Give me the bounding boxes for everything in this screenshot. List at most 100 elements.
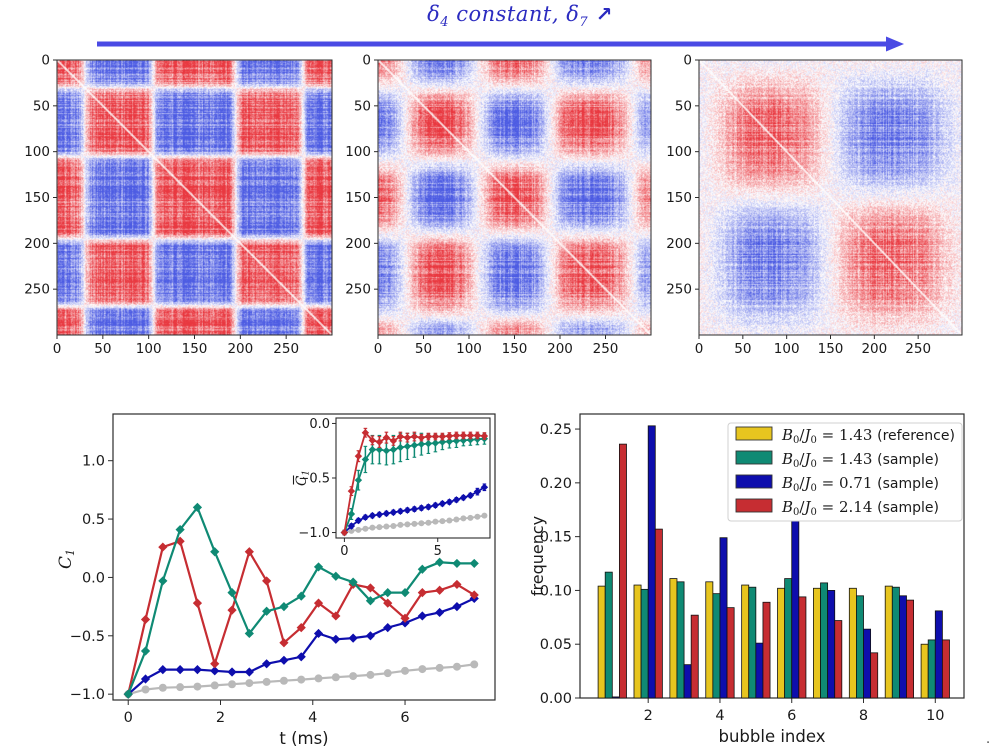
inset-plot: 0.0 −0.5 −1.0 0 5 C1 xyxy=(292,417,491,559)
marker-circle xyxy=(314,674,323,683)
y-tick-label: 250 xyxy=(666,282,692,298)
y-tick-label: 100 xyxy=(345,144,371,160)
x-tick-label: 6 xyxy=(787,708,796,724)
marker-circle xyxy=(210,681,219,690)
marker-circle xyxy=(453,516,460,523)
bar-navy-idx1 xyxy=(611,696,620,699)
x-tick-label: 2 xyxy=(644,708,653,724)
marker-diamond xyxy=(210,659,220,669)
marker-diamond xyxy=(469,590,479,600)
marker-diamond xyxy=(123,689,133,699)
marker-circle xyxy=(411,520,418,527)
heatmap-panel-3: 0 50 100 150 200 250 0 50 100 150 200 250 xyxy=(666,53,963,357)
y-tick-label: 250 xyxy=(24,282,50,298)
y-tick-label: 200 xyxy=(345,236,371,252)
marker-diamond xyxy=(383,623,393,633)
marker-diamond xyxy=(473,431,482,440)
marker-circle xyxy=(376,524,383,531)
x-tick-label: 0 xyxy=(695,341,704,357)
marker-circle xyxy=(349,672,358,681)
marker-diamond xyxy=(361,429,370,437)
marker-circle xyxy=(228,680,237,689)
bubble-frequency-bar-chart: 0.00 0.05 0.10 0.15 0.20 0.25 2 4 6 8 10 bubble ind… xyxy=(528,413,965,746)
bar-gold-idx7 xyxy=(813,587,821,699)
y-tick-label: 0 xyxy=(362,53,371,69)
bar-gold-idx4 xyxy=(705,581,714,699)
marker-diamond xyxy=(480,483,489,491)
marker-diamond xyxy=(368,445,377,454)
x-tick-label: 0 xyxy=(53,341,62,357)
legend-patch-teal xyxy=(735,450,773,465)
direction-arrow xyxy=(97,36,904,52)
series-teal xyxy=(123,502,479,699)
marker-circle xyxy=(279,676,288,685)
marker-diamond xyxy=(158,665,168,675)
marker-diamond xyxy=(424,503,433,511)
bar-gold-idx5 xyxy=(741,584,750,699)
x-tick-label: 150 xyxy=(502,341,528,357)
marker-circle xyxy=(366,670,375,679)
marker-diamond xyxy=(435,557,445,567)
marker-diamond xyxy=(445,437,454,446)
heatmap-frame xyxy=(377,59,652,336)
y-tick-label: 0.05 xyxy=(540,637,572,653)
marker-diamond xyxy=(400,618,410,628)
plot-frame xyxy=(579,413,965,699)
marker-circle xyxy=(355,526,362,533)
y-axis-label: frequency xyxy=(528,516,547,596)
y-axis-label: C1 xyxy=(56,549,77,569)
bar-gold-idx1 xyxy=(597,585,606,699)
bar-red-idx3 xyxy=(690,614,699,699)
bar-navy-idx3 xyxy=(683,664,692,699)
marker-diamond xyxy=(452,431,461,440)
marker-diamond xyxy=(383,588,393,598)
marker-diamond xyxy=(354,476,363,484)
legend-box xyxy=(727,422,963,522)
bar-teal-idx5 xyxy=(748,586,757,699)
y-tick-label: 0.20 xyxy=(540,476,572,492)
marker-diamond xyxy=(361,455,370,464)
plot-frame xyxy=(112,413,496,701)
inset-y-axis-label: C1 xyxy=(292,470,312,486)
x-tick-label: 50 xyxy=(94,341,111,357)
heatmap-axes-1: 0 50 100 150 200 250 0 50 100 150 200 250 xyxy=(24,53,333,357)
marker-diamond xyxy=(365,583,376,593)
heatmap-canvas-3 xyxy=(699,60,962,335)
marker-diamond xyxy=(262,576,272,586)
marker-diamond xyxy=(348,633,358,643)
legend: B0/J0 = 1.43 (reference) B0/J0 = 1.43 (sa… xyxy=(727,422,963,522)
bar-red-idx10 xyxy=(941,639,950,699)
marker-diamond xyxy=(410,432,419,441)
y-tick-label: 0 xyxy=(41,53,50,69)
marker-diamond xyxy=(354,452,363,460)
marker-circle xyxy=(383,669,392,678)
marker-circle xyxy=(435,663,444,672)
marker-diamond xyxy=(403,433,412,442)
marker-diamond xyxy=(244,667,254,677)
heatmap-panel-2: 0 50 100 150 200 250 0 50 100 150 200 250 xyxy=(345,53,652,357)
heatmap-canvas-1 xyxy=(57,60,332,335)
bar-gold-idx8 xyxy=(848,587,857,699)
marker-diamond xyxy=(438,432,447,441)
y-tick-label: 150 xyxy=(24,190,50,206)
marker-diamond xyxy=(227,667,237,677)
x-tick-label: 100 xyxy=(456,341,482,357)
bar-red-idx6 xyxy=(798,596,807,699)
x-tick-label: 6 xyxy=(400,710,409,726)
bar-gold-idx10 xyxy=(920,643,929,699)
marker-circle xyxy=(383,523,390,530)
marker-diamond xyxy=(431,432,440,441)
bar-navy-idx9 xyxy=(899,595,907,699)
marker-diamond xyxy=(365,596,376,606)
marker-circle xyxy=(467,514,474,521)
marker-diamond xyxy=(403,442,412,451)
bar-navy-idx6 xyxy=(791,520,800,699)
bar-navy-idx2 xyxy=(647,425,656,699)
marker-circle xyxy=(176,683,185,692)
marker-diamond xyxy=(389,437,398,445)
title-delta7: δ7 xyxy=(566,2,589,31)
marker-diamond xyxy=(375,445,384,454)
marker-diamond xyxy=(347,510,356,518)
x-tick-label: 2 xyxy=(216,710,225,726)
marker-circle xyxy=(369,524,376,531)
